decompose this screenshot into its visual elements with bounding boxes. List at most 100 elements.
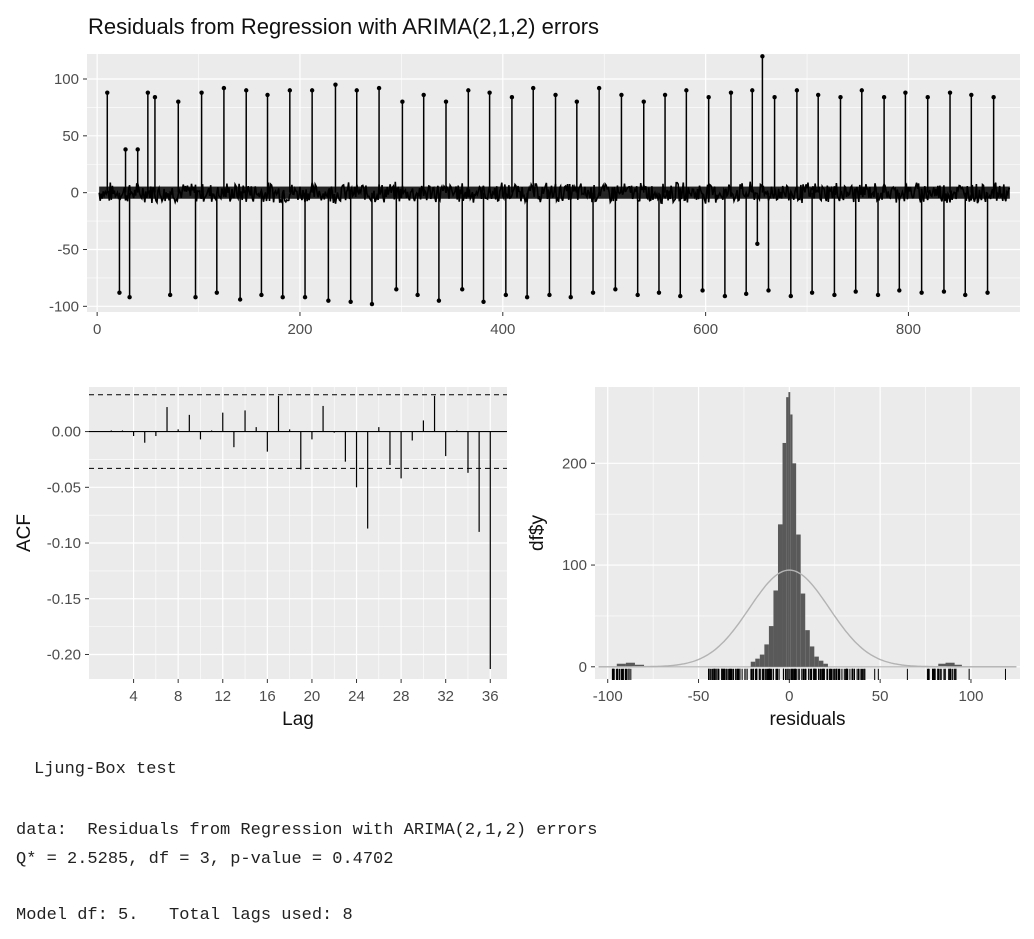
residual-point — [400, 99, 405, 104]
x-tick-label: 24 — [348, 688, 365, 705]
histogram-bar — [759, 654, 765, 667]
y-tick-label: 50 — [62, 128, 79, 145]
x-tick-label: 32 — [437, 688, 454, 705]
x-tick-label: 100 — [958, 688, 983, 705]
histogram-bar — [750, 661, 756, 667]
residual-point — [326, 298, 331, 303]
residual-point — [176, 99, 181, 104]
residual-point — [750, 88, 755, 93]
ljung-box-heading: Ljung-Box test — [34, 760, 177, 779]
residual-point — [919, 290, 924, 295]
x-tick-label: 50 — [872, 688, 889, 705]
residual-point — [376, 85, 382, 91]
residual-point — [760, 54, 765, 59]
residual-point — [619, 92, 624, 98]
residual-point — [832, 292, 837, 298]
residual-point — [641, 99, 646, 104]
x-tick-label: 400 — [490, 321, 515, 338]
residual-point — [772, 94, 777, 100]
residual-point — [875, 292, 881, 298]
y-axis-title: df$y — [527, 515, 548, 551]
residual-point — [590, 290, 596, 295]
residual-point — [788, 293, 794, 299]
residual-point — [503, 292, 509, 298]
y-tick-label: 0.00 — [52, 424, 81, 441]
residual-point — [117, 290, 122, 295]
residual-point — [859, 88, 864, 93]
normal-density-curve — [598, 569, 1017, 668]
residual-point — [706, 94, 711, 100]
ljung-box-model-line: Model df: 5. Total lags used: 8 — [16, 906, 353, 925]
x-tick-label: 12 — [214, 688, 231, 705]
residual-noise-band — [99, 186, 1010, 199]
x-axis-title: Lag — [282, 709, 314, 730]
residual-point — [524, 295, 530, 300]
residual-point — [596, 85, 602, 91]
residual-point — [903, 90, 908, 95]
x-tick-label: 28 — [393, 688, 410, 705]
residual-point — [443, 99, 449, 104]
histogram-bar — [634, 664, 645, 667]
residual-point — [105, 90, 110, 95]
residual-point — [684, 88, 689, 93]
plot-panel — [87, 54, 1020, 312]
residual-point — [481, 299, 486, 304]
ljung-box-data-line: data: Residuals from Regression with ARI… — [16, 821, 598, 840]
histogram-bar — [782, 442, 787, 667]
residual-point — [152, 94, 158, 100]
y-tick-label: -0.05 — [47, 479, 81, 496]
y-tick-label: 100 — [54, 71, 79, 88]
residual-point — [897, 288, 902, 293]
residual-point — [123, 147, 128, 152]
y-tick-label: 0 — [71, 185, 79, 202]
residual-point — [309, 88, 315, 93]
y-tick-label: -0.20 — [47, 646, 81, 663]
x-tick-label: 16 — [259, 688, 276, 705]
residual-point — [415, 292, 420, 298]
residual-point — [460, 287, 465, 292]
histogram-bar — [792, 463, 797, 667]
residual-point — [354, 88, 359, 93]
residual-point — [568, 295, 573, 300]
x-tick-label: 0 — [93, 321, 101, 338]
histogram-bar — [809, 646, 815, 667]
y-tick-label: -0.10 — [47, 535, 81, 552]
ljung-box-stat-line: Q* = 2.5285, df = 3, p-value = 0.4702 — [16, 850, 394, 869]
residual-point — [722, 293, 728, 299]
x-tick-label: 4 — [129, 688, 137, 705]
y-tick-label: -100 — [49, 298, 79, 315]
x-tick-label: 200 — [287, 321, 312, 338]
residual-point — [728, 90, 734, 95]
histogram-bar — [755, 658, 760, 667]
histogram-bar — [796, 534, 801, 667]
residual-point — [662, 92, 668, 98]
x-tick-label: 8 — [174, 688, 182, 705]
residual-point — [969, 92, 974, 98]
residual-point — [947, 90, 953, 95]
histogram-bar — [945, 662, 955, 667]
residual-point — [635, 292, 640, 298]
y-tick-label: 0 — [579, 659, 587, 676]
histogram-bar — [818, 660, 824, 667]
residual-point — [436, 298, 442, 303]
residual-point — [265, 92, 270, 98]
residual-point — [656, 290, 662, 295]
residual-point — [794, 88, 800, 93]
y-tick-label: -50 — [57, 241, 79, 258]
histogram-bar — [800, 593, 806, 667]
residual-point — [237, 297, 243, 302]
residual-point — [755, 241, 760, 247]
page-title: Residuals from Regression with ARIMA(2,1… — [88, 14, 600, 39]
residuals-time-plot: 0 200 400 600 800 -100 -50 0 50 100 — [49, 54, 1020, 338]
residual-point — [809, 290, 815, 295]
residual-point — [925, 94, 930, 100]
residual-point — [963, 292, 968, 298]
residuals-histogram: -100 -50 0 50 100 0 100 200 residuals df$y — [527, 387, 1020, 730]
histogram-bar — [952, 664, 962, 667]
residual-point — [678, 293, 683, 299]
residual-point — [280, 295, 285, 300]
histogram-bar — [616, 663, 626, 667]
residual-point — [838, 94, 843, 100]
plot-panel — [89, 387, 507, 679]
residual-point — [531, 85, 536, 91]
